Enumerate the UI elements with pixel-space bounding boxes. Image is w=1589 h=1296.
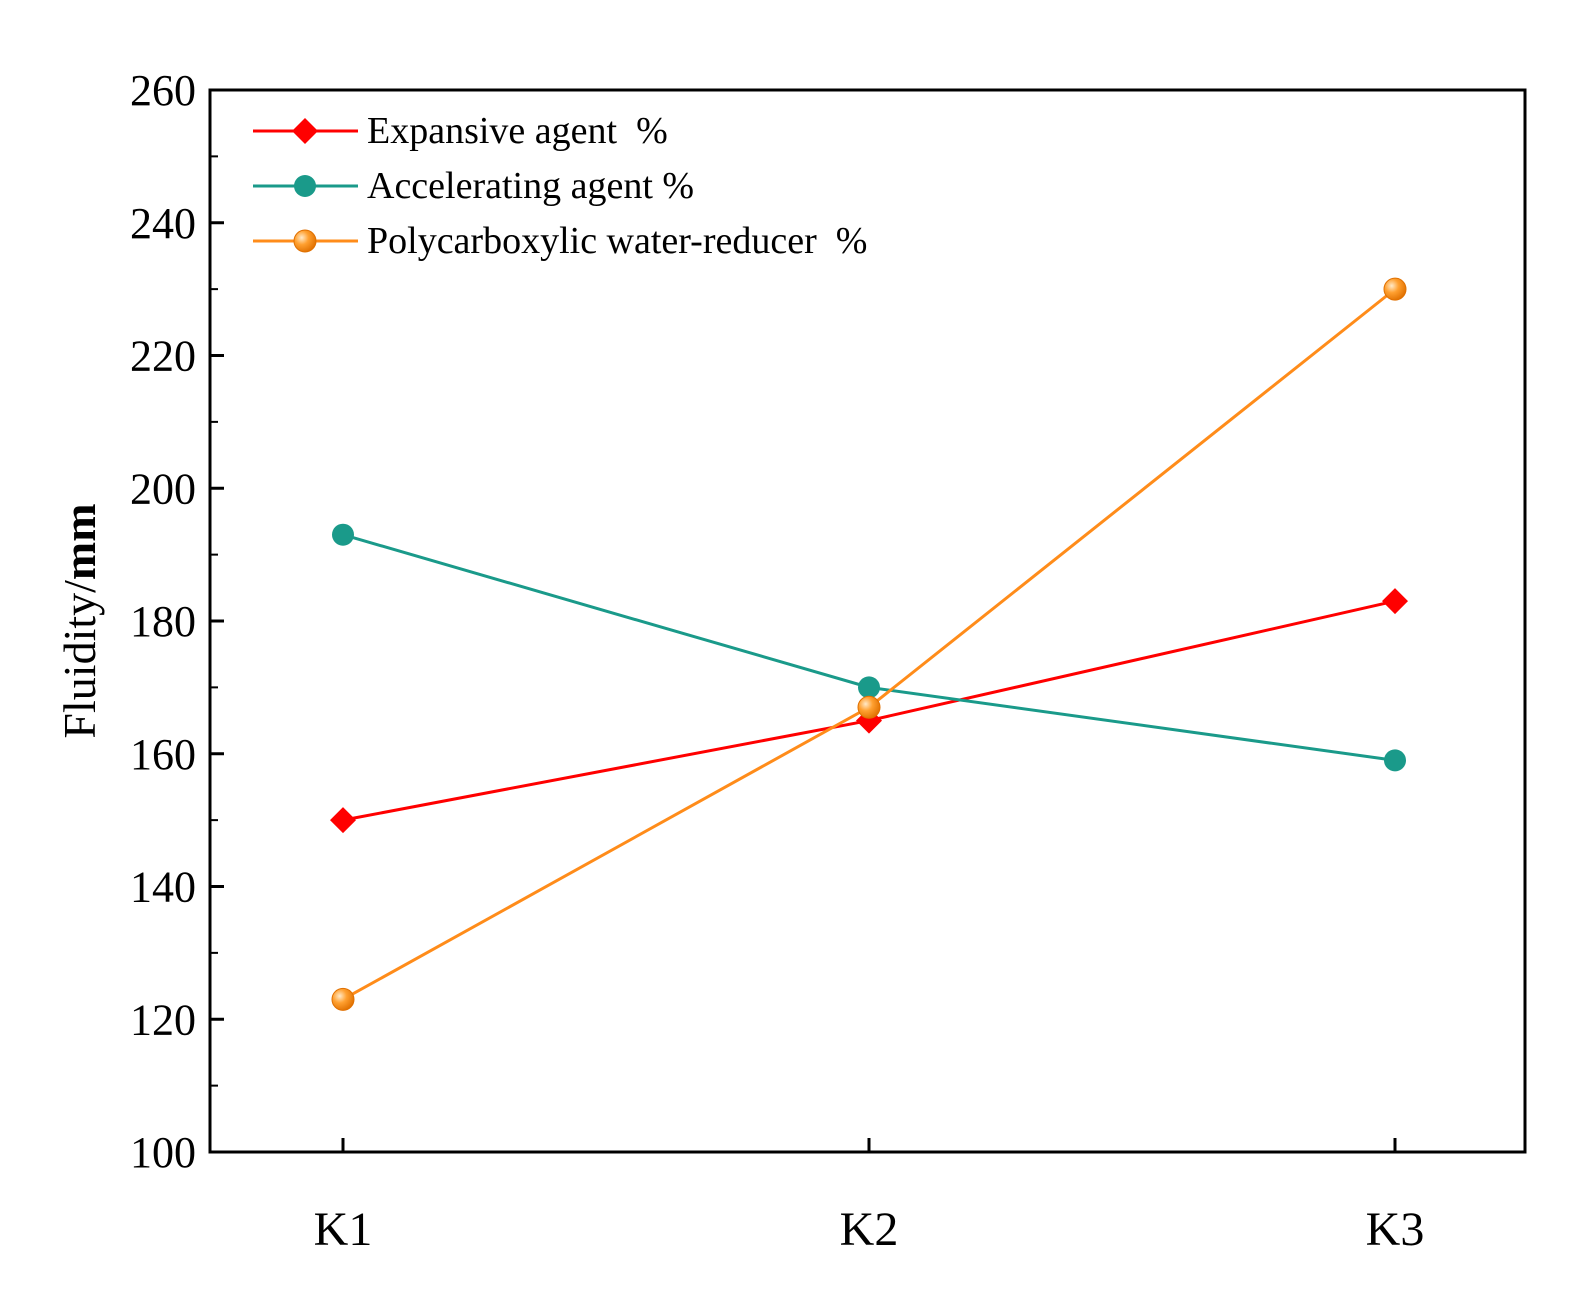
legend-marker [294,175,316,197]
y-axis-title: Fluidity/mm [54,503,105,738]
y-tick-label: 220 [130,332,196,381]
y-tick-label: 240 [130,199,196,248]
data-point [1384,749,1406,772]
y-tick-label: 180 [130,597,196,646]
legend-item: Accelerating agent % [253,165,694,207]
legend-label: Polycarboxylic water-reducer % [367,220,867,262]
y-axis: 100 120 140 160 180 200 220 240 260 [130,66,224,1177]
x-tick-label: K2 [840,1203,899,1256]
series-3 [331,277,1407,1011]
x-axis: K1 K2 K3 [314,1138,1425,1256]
data-point [857,695,881,719]
data-point [331,987,355,1011]
series-1 [330,588,1408,834]
series-line [342,287,1396,1001]
data-point [1382,588,1408,615]
y-tick-label: 140 [130,863,196,912]
y-tick-label: 100 [130,1128,196,1177]
x-tick-label: K1 [314,1203,373,1256]
legend-label: Accelerating agent % [367,165,694,207]
data-point [330,807,356,834]
x-tick-label: K3 [1366,1203,1425,1256]
data-point [858,676,880,699]
legend-marker [293,229,317,253]
data-point [332,523,354,546]
legend-label: Expansive agent % [367,110,668,152]
legend: Expansive agent % Accelerating agent % Pol… [253,110,867,262]
y-tick-label: 200 [130,464,196,513]
y-tick-label: 120 [130,995,196,1044]
y-tick-label: 260 [130,66,196,115]
data-point [1383,277,1407,301]
series-2 [332,523,1406,772]
series-layer [330,277,1408,1011]
legend-item: Polycarboxylic water-reducer % [253,220,867,262]
y-tick-label: 160 [130,730,196,779]
legend-marker [292,118,318,144]
legend-item: Expansive agent % [253,110,668,152]
